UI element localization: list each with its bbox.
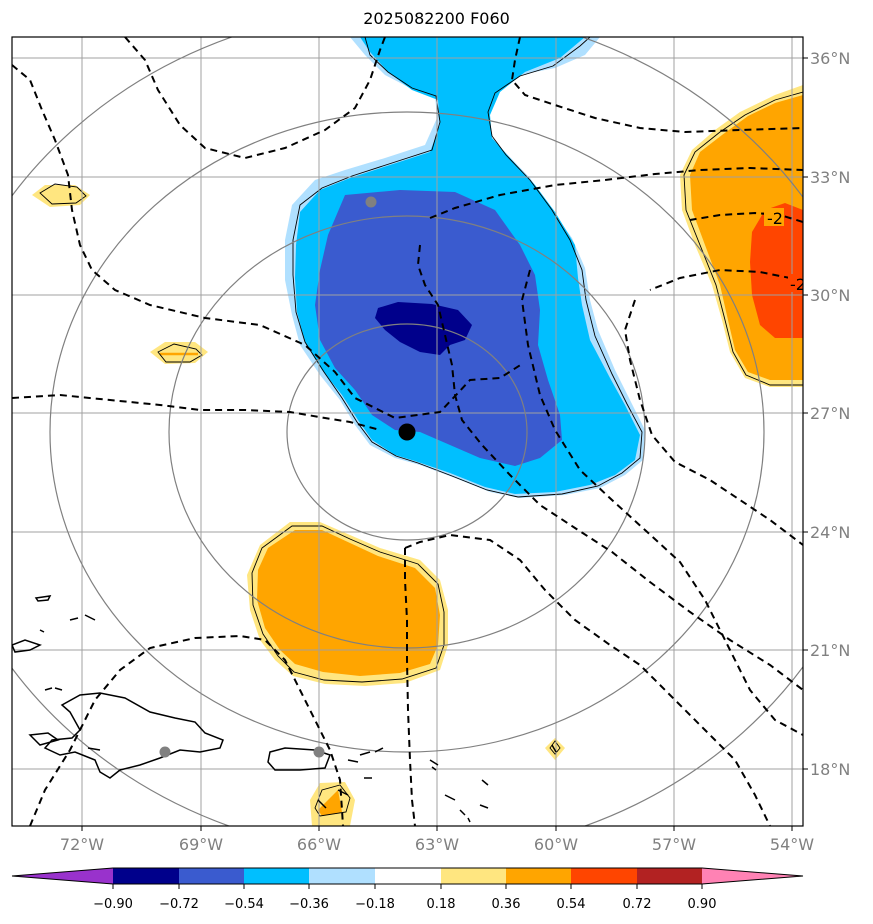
contour-label-1: -2 [767, 209, 783, 228]
positive-patch-south-core [318, 790, 342, 816]
colorbar-segment [637, 868, 702, 884]
colorbar-segment [375, 868, 441, 884]
colorbar-tick-label: −0.18 [355, 897, 395, 912]
colorbar-tick-label: −0.54 [224, 897, 264, 912]
lat-label-18n: 18°N [810, 760, 850, 779]
colorbar-segment [113, 868, 179, 884]
lon-label-54w: 54°W [770, 835, 814, 854]
colorbar-segment [179, 868, 244, 884]
lon-label-72w: 72°W [60, 835, 104, 854]
colorbar-segment [309, 868, 375, 884]
colorbar-tick-label: −0.90 [93, 897, 133, 912]
positive-anomaly-south-medium [257, 530, 440, 676]
lon-label-63w: 63°W [415, 835, 459, 854]
storm-center-marker [398, 423, 416, 441]
contour-label-bg-2 [788, 274, 803, 292]
lon-label-69w: 69°W [179, 835, 223, 854]
colorbar-extend-high [702, 868, 803, 884]
lat-label-36n: 36°N [810, 49, 850, 68]
lat-label-30n: 30°N [810, 286, 850, 305]
contour-label-bg-1 [764, 208, 784, 226]
colorbar: −0.90 −0.72 −0.54 −0.36 −0.18 0.18 0.36 … [11, 867, 804, 912]
colorbar-tick-label: 0.54 [557, 897, 586, 912]
colorbar-tick-label: 0.36 [492, 897, 521, 912]
lon-label-60w: 60°W [534, 835, 578, 854]
colorbar-segment [441, 868, 506, 884]
colorbar-tick-label: −0.72 [159, 897, 199, 912]
colorbar-segment [506, 868, 571, 884]
positive-anomaly-east-strong [750, 203, 803, 338]
colorbar-segment [571, 868, 637, 884]
positive-patch-west [32, 185, 90, 207]
station-marker-bermuda [365, 196, 377, 208]
colorbar-tick-label: 0.72 [623, 897, 652, 912]
map-title: 2025082200 F060 [363, 9, 510, 28]
axis-ticks [81, 57, 808, 831]
contour-label-2: -2 [790, 275, 806, 294]
coastlines [12, 595, 557, 823]
colorbar-tick-label: 0.18 [427, 897, 456, 912]
colorbar-extend-low [12, 868, 113, 884]
graticule [12, 37, 803, 826]
lat-label-21n: 21°N [810, 641, 850, 660]
station-marker-santo-domingo [159, 746, 171, 758]
lat-label-24n: 24°N [810, 523, 850, 542]
contours [12, 37, 803, 826]
colorbar-tick-label: 0.90 [688, 897, 717, 912]
map-frame [11, 36, 804, 827]
lon-label-66w: 66°W [297, 835, 341, 854]
lat-label-27n: 27°N [810, 404, 850, 423]
colorbar-segment [244, 868, 309, 884]
colorbar-tick-label: −0.36 [289, 897, 329, 912]
anomaly-outlines [39, 37, 803, 817]
negative-anomaly-extreme [375, 302, 472, 355]
lon-label-57w: 57°W [652, 835, 696, 854]
lat-label-33n: 33°N [810, 168, 850, 187]
station-marker-san-juan [313, 746, 325, 758]
